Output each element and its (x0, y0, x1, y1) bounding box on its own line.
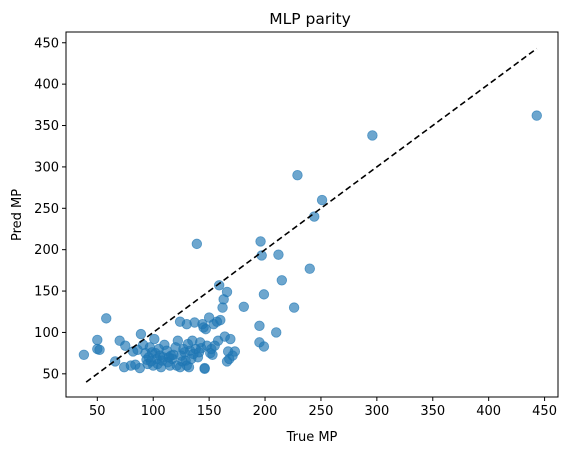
y-axis-label: Pred MP (10, 189, 25, 241)
data-points (78, 110, 542, 375)
parity-line-layer (85, 47, 538, 383)
data-point-69 (199, 363, 210, 375)
data-point-107 (367, 130, 378, 141)
data-point-95 (255, 236, 266, 247)
y-tick-label: 200 (34, 243, 59, 258)
data-point-99 (271, 327, 282, 338)
x-axis-label: True MP (286, 430, 338, 445)
y-tick-label: 50 (42, 367, 59, 382)
data-point-75 (207, 349, 218, 360)
data-point-43 (172, 335, 184, 346)
y-tick-label: 100 (34, 326, 59, 341)
data-point-106 (316, 194, 328, 206)
x-tick-label: 250 (309, 404, 334, 419)
data-point-102 (288, 302, 300, 313)
x-tick-label: 450 (532, 404, 557, 419)
data-point-97 (258, 289, 270, 300)
y-tick-label: 250 (34, 202, 59, 217)
y-tick-label: 150 (34, 285, 59, 300)
chart-title: MLP parity (269, 10, 351, 28)
data-point-85 (221, 286, 233, 298)
data-point-100 (273, 249, 284, 260)
x-tick-label: 300 (364, 404, 389, 419)
data-point-92 (238, 301, 249, 312)
data-point-91 (229, 346, 241, 357)
data-point-81 (215, 314, 226, 326)
data-point-70 (200, 323, 211, 335)
data-point-8 (120, 340, 131, 351)
data-point-103 (292, 169, 303, 181)
data-point-14 (135, 328, 147, 340)
data-point-0 (78, 349, 90, 360)
data-point-98 (258, 341, 270, 352)
x-tick-label: 200 (253, 404, 278, 419)
y-axis: 50 100 150 200 250 300 350 400 450 (34, 36, 66, 382)
data-point-89 (225, 333, 236, 345)
data-point-80 (213, 280, 225, 291)
x-tick-label: 350 (420, 404, 445, 419)
plot-frame (65, 31, 559, 398)
x-tick-label: 400 (476, 404, 501, 419)
data-point-101 (276, 275, 288, 286)
data-point-24 (149, 333, 160, 345)
data-point-4 (101, 313, 112, 324)
data-point-108 (531, 110, 542, 121)
data-point-1 (92, 334, 103, 346)
y-tick-label: 400 (34, 78, 59, 93)
data-point-104 (304, 263, 315, 274)
parity-line (85, 47, 538, 383)
x-axis: 50 100 150 200 250 300 350 400 450 (89, 397, 557, 419)
y-tick-label: 450 (34, 36, 59, 51)
y-tick-label: 300 (34, 160, 59, 175)
data-point-93 (254, 320, 265, 332)
data-point-61 (191, 238, 203, 250)
y-tick-label: 350 (34, 119, 59, 134)
x-tick-label: 150 (197, 404, 222, 419)
x-tick-label: 50 (89, 404, 106, 419)
x-tick-label: 100 (141, 404, 166, 419)
data-point-3 (94, 344, 105, 356)
